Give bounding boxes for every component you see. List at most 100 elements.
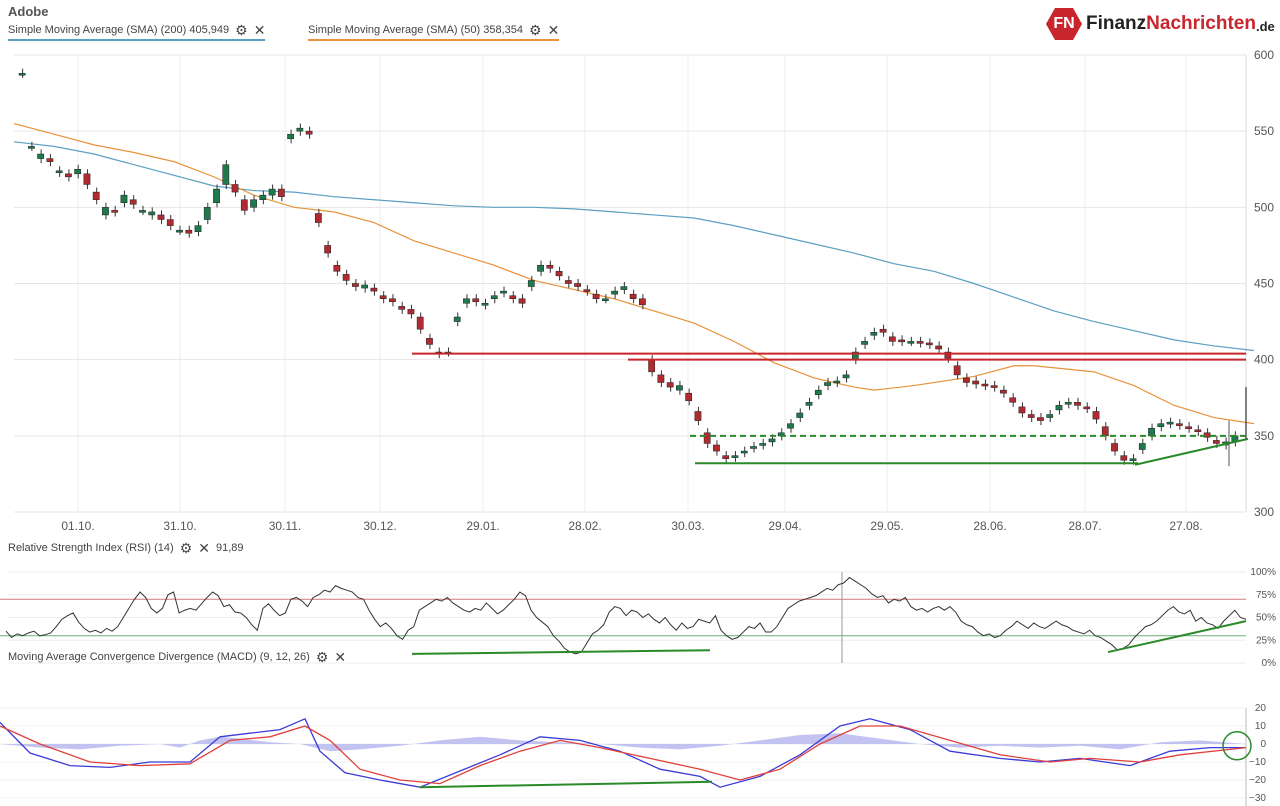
candle-body	[1046, 414, 1054, 418]
macd-label: Moving Average Convergence Divergence (M…	[8, 651, 310, 663]
rsi-tick-label: 50%	[1256, 613, 1276, 624]
candle-body	[555, 271, 563, 277]
candle-body	[83, 173, 91, 185]
candle-body	[28, 146, 35, 149]
macd-tick-label: −30	[1249, 793, 1266, 804]
x-tick-label: 29.01.	[466, 519, 499, 533]
candle-body	[796, 412, 804, 418]
gear-icon[interactable]: ⚙	[179, 539, 193, 556]
candle-body	[111, 210, 119, 213]
candle-body	[713, 444, 720, 452]
chart-title: Adobe	[8, 4, 49, 19]
candle-body	[305, 130, 313, 135]
candle-body	[703, 432, 711, 444]
candle-body	[287, 133, 294, 140]
candle-body	[92, 191, 100, 200]
candle-body	[750, 446, 757, 449]
macd-tick-label: −20	[1249, 775, 1266, 786]
candle-body	[240, 199, 248, 211]
candle-body	[657, 374, 665, 383]
candle-body	[601, 298, 609, 301]
gear-icon[interactable]: ⚙	[529, 21, 542, 38]
candle-body	[944, 351, 952, 359]
candle-body	[963, 377, 970, 383]
candle-body	[648, 359, 656, 373]
candle-body	[157, 214, 165, 220]
candle-body	[74, 169, 82, 175]
x-tick-label: 28.02.	[568, 519, 601, 533]
candle-body	[129, 199, 137, 205]
candle-body	[666, 382, 674, 388]
candle-body	[463, 298, 470, 304]
candle-body	[361, 284, 369, 289]
close-icon[interactable]: ✕	[547, 21, 560, 38]
x-tick-label: 31.10.	[163, 519, 196, 533]
candle-body	[65, 173, 72, 178]
rsi-tick-label: 100%	[1250, 567, 1276, 578]
x-tick-label: 29.05.	[870, 519, 903, 533]
candle-body	[314, 213, 322, 223]
candle-body	[139, 210, 146, 213]
sma200-indicator[interactable]: Simple Moving Average (SMA) (200) 405,94…	[8, 21, 266, 41]
macd-tick-label: −10	[1249, 757, 1266, 768]
candle-body	[453, 316, 461, 322]
candle-body	[176, 229, 183, 233]
candle-body	[842, 374, 850, 379]
macd-line	[0, 717, 1246, 788]
candle-body	[398, 306, 406, 310]
candle-body	[324, 245, 332, 254]
candle-body	[102, 207, 109, 216]
candle-body	[1138, 443, 1146, 450]
candle-body	[740, 450, 748, 454]
candle-body	[722, 455, 730, 459]
y-tick-label: 350	[1254, 429, 1274, 443]
candle-body	[676, 385, 683, 391]
candle-body	[1120, 455, 1128, 461]
candle-body	[379, 295, 387, 299]
y-tick-label: 600	[1254, 48, 1274, 62]
candle-body	[805, 402, 813, 406]
gear-icon[interactable]: ⚙	[315, 648, 329, 665]
candle-body	[1148, 427, 1155, 437]
candle-body	[833, 380, 841, 384]
candle-body	[527, 280, 535, 287]
macd-tick-label: 0	[1260, 739, 1266, 750]
y-tick-label: 550	[1254, 124, 1274, 138]
x-tick-label: 30.12.	[363, 519, 396, 533]
candle-body	[490, 295, 498, 299]
sma200-line	[13, 141, 1255, 352]
candle-body	[1074, 402, 1081, 406]
candle-body	[953, 365, 961, 376]
y-tick-label: 500	[1254, 200, 1274, 214]
y-tick-label: 300	[1254, 505, 1274, 519]
candle-body	[18, 73, 26, 76]
candle-body	[888, 336, 896, 342]
macd-divergence-line	[419, 780, 713, 789]
sma50-indicator[interactable]: Simple Moving Average (SMA) (50) 358,354…	[308, 21, 560, 41]
candle-body	[166, 219, 174, 226]
candle-body	[907, 341, 915, 344]
candle-body	[824, 382, 831, 386]
candle-body	[694, 411, 702, 421]
finanznachrichten-logo[interactable]: FN Finanz Nachrichten .de	[1046, 8, 1275, 40]
candle-body	[352, 283, 359, 287]
sma50-label: Simple Moving Average (SMA) (50) 358,354	[308, 24, 524, 36]
candle-body	[1111, 443, 1118, 452]
gear-icon[interactable]: ⚙	[235, 21, 248, 38]
close-icon[interactable]: ✕	[334, 648, 347, 665]
rsi-header: Relative Strength Index (RSI) (14) ⚙ ✕ 9…	[8, 539, 244, 556]
candle-body	[1194, 429, 1202, 432]
rsi-label: Relative Strength Index (RSI) (14)	[8, 542, 174, 554]
close-icon[interactable]: ✕	[198, 539, 210, 556]
candle-body	[574, 283, 581, 287]
candle-body	[222, 164, 230, 185]
candle-body	[870, 331, 878, 336]
candle-body	[537, 264, 544, 272]
candle-body	[787, 423, 794, 429]
candle-body	[814, 389, 822, 395]
candle-body	[592, 293, 600, 299]
macd-histogram	[0, 733, 1246, 752]
close-icon[interactable]: ✕	[253, 21, 266, 38]
candle-body	[981, 383, 989, 387]
